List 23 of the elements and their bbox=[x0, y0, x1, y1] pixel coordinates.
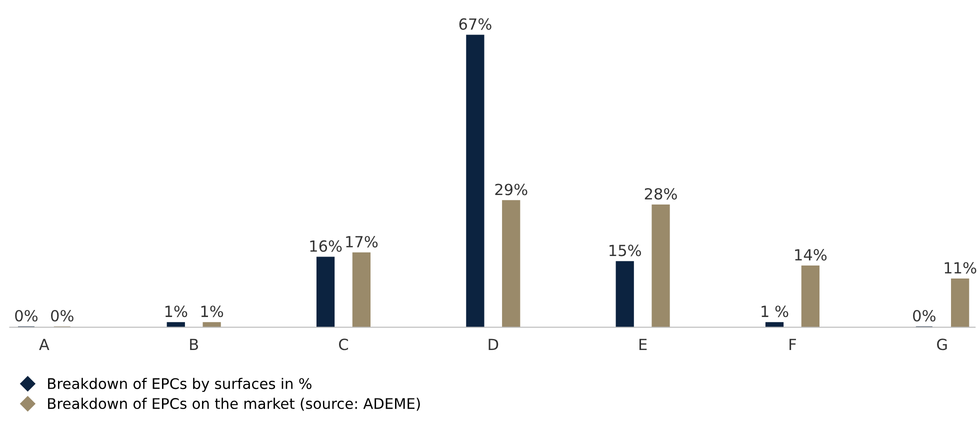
data-label: 28% bbox=[644, 188, 677, 200]
x-tick-label: G bbox=[937, 338, 947, 350]
x-tick-label: D bbox=[488, 338, 498, 350]
data-label: 1 % bbox=[762, 306, 788, 318]
data-label: 0% bbox=[15, 310, 38, 322]
x-tick-label: B bbox=[190, 338, 198, 350]
legend-label: Breakdown of EPCs on the market (source: ADEME) bbox=[48, 398, 420, 411]
data-label: 16% bbox=[310, 240, 342, 252]
data-label: 15% bbox=[610, 244, 641, 256]
data-label: 1% bbox=[165, 306, 188, 318]
data-label: 1% bbox=[201, 306, 224, 318]
data-label: 29% bbox=[495, 184, 528, 196]
x-tick-label: F bbox=[790, 338, 796, 350]
x-tick-label: E bbox=[639, 338, 647, 350]
data-label: 17% bbox=[346, 236, 378, 248]
data-label: 11% bbox=[944, 262, 976, 274]
data-label: 67% bbox=[459, 18, 492, 30]
legend-label: Breakdown of EPCs by surfaces in % bbox=[48, 378, 312, 392]
data-label: 0% bbox=[51, 310, 74, 322]
x-tick-label: A bbox=[39, 338, 50, 350]
x-tick-label: C bbox=[339, 338, 348, 350]
data-label: 14% bbox=[795, 249, 827, 261]
data-label: 0% bbox=[913, 310, 936, 322]
